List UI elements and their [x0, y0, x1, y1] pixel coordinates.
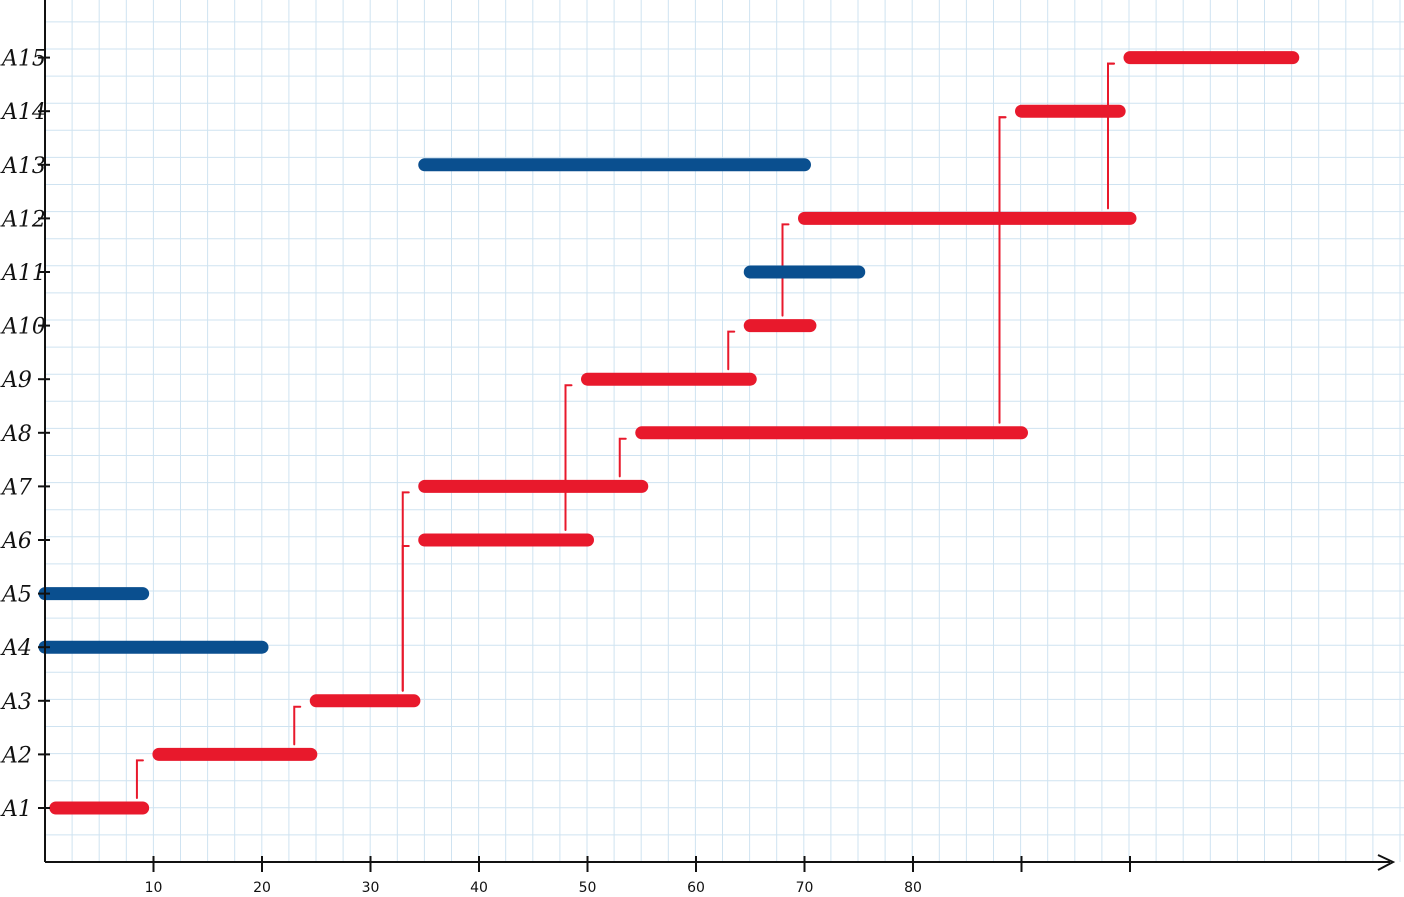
x-ticks: 10 20 30 40 50 60 70 80 — [145, 856, 1131, 896]
dependency-link — [618, 437, 627, 478]
x-tick-label: 40 — [470, 880, 488, 896]
dependency-links — [135, 62, 1115, 799]
y-tick-label: A6 — [0, 529, 32, 554]
dependency-link — [998, 116, 1007, 210]
dependency-link — [401, 491, 410, 692]
y-tick-label: A1 — [0, 797, 32, 822]
y-tick-label: A5 — [0, 583, 32, 608]
y-tick-label: A9 — [0, 368, 32, 393]
y-tick-label: A2 — [0, 743, 32, 768]
x-tick-label: 80 — [904, 880, 922, 896]
dependency-link — [564, 384, 573, 531]
x-axis-arrow — [1377, 854, 1396, 871]
x-tick-label: 30 — [362, 880, 380, 896]
y-ticks: A1 A2 A3 A4 A5 A6 A7 A8 A9 A10 A11 A12 A13 A14 A15 — [0, 47, 50, 822]
y-tick-label: A15 — [0, 47, 46, 72]
task-bars — [38, 51, 1300, 815]
dependency-link — [781, 223, 790, 317]
x-tick-label: 50 — [579, 880, 597, 896]
y-tick-label: A3 — [0, 690, 32, 715]
x-tick-label: 60 — [687, 880, 705, 896]
y-tick-label: A7 — [0, 475, 32, 500]
y-tick-label: A4 — [0, 636, 32, 661]
y-tick-label: A14 — [0, 100, 46, 125]
y-tick-label: A8 — [0, 422, 32, 447]
y-tick-label: A13 — [0, 154, 46, 179]
x-tick-label: 70 — [796, 880, 814, 896]
y-tick-label: A10 — [0, 315, 46, 340]
dependency-link — [135, 759, 144, 799]
grid — [45, 0, 1404, 862]
x-tick-label: 20 — [253, 880, 271, 896]
dependency-link — [1107, 62, 1115, 210]
x-tick-label: 10 — [145, 880, 163, 896]
axes — [44, 0, 1396, 871]
dependency-link — [293, 705, 302, 746]
y-tick-label: A12 — [0, 207, 46, 232]
y-tick-label: A11 — [0, 261, 46, 286]
dependency-link — [727, 330, 736, 371]
